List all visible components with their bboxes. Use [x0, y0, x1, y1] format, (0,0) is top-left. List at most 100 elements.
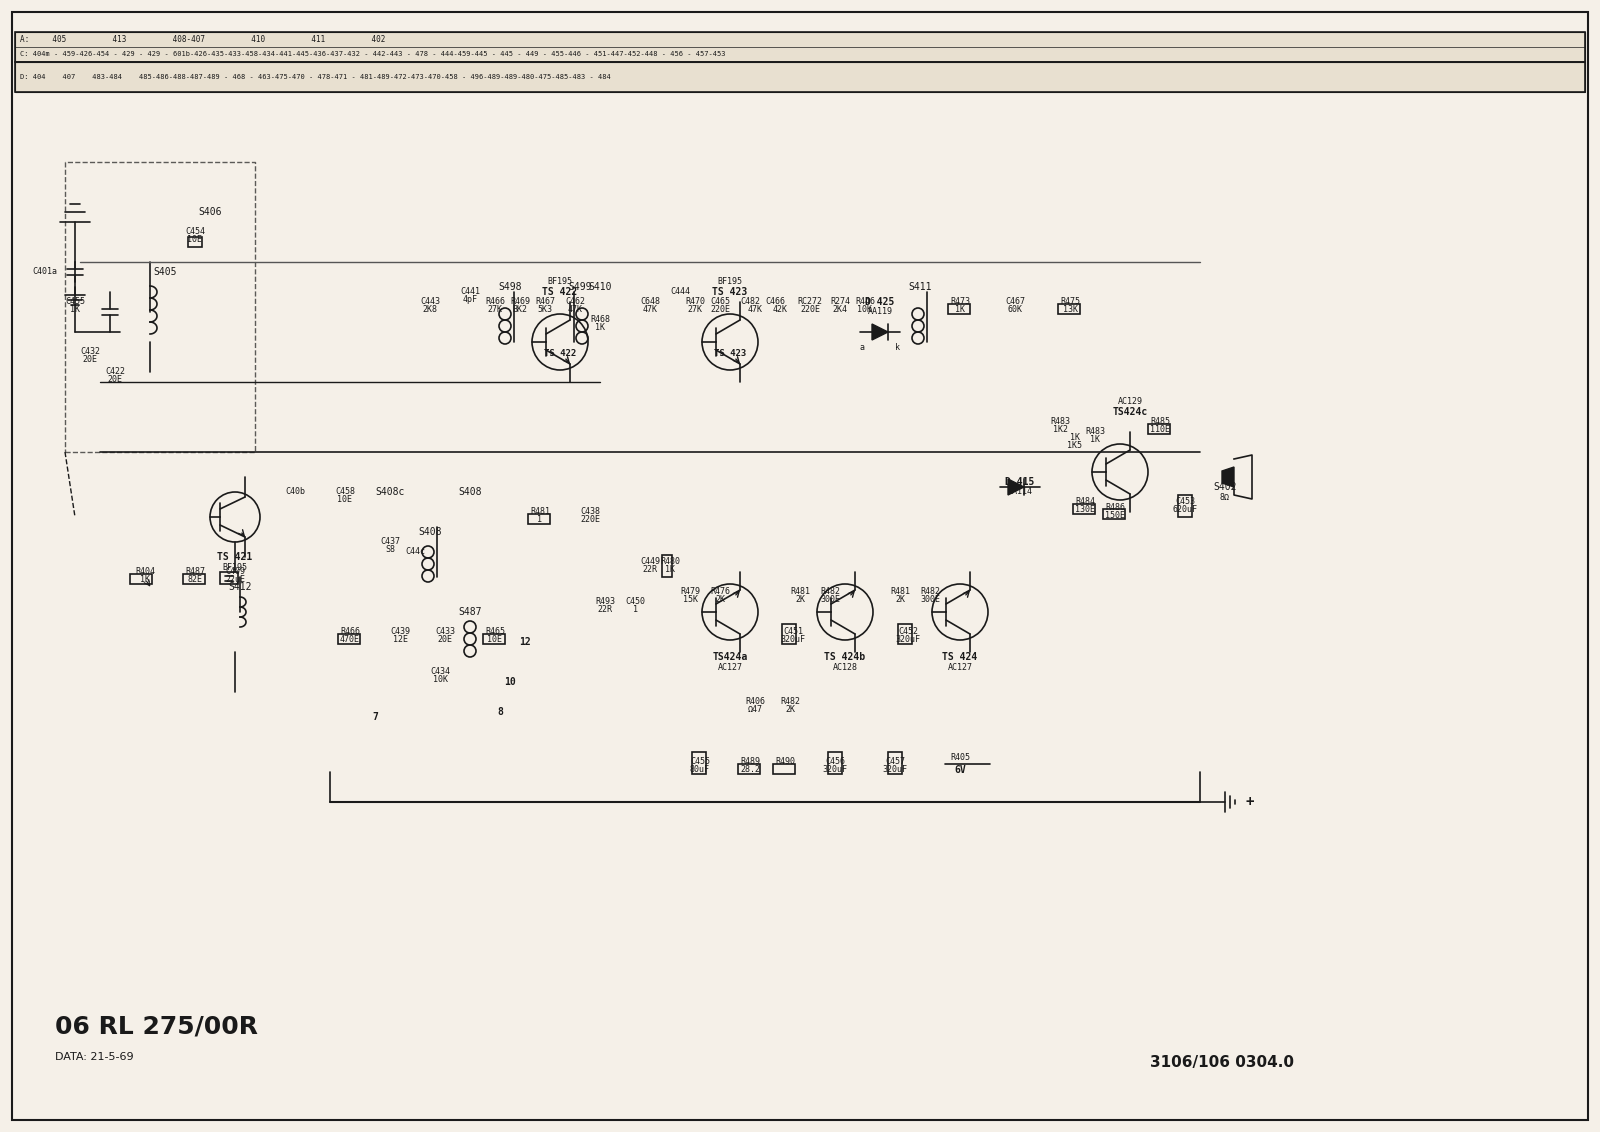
- Bar: [189, 237, 202, 247]
- Text: 42K: 42K: [773, 306, 787, 315]
- Bar: [14, 62, 1586, 92]
- Text: 4pF: 4pF: [462, 295, 477, 305]
- Bar: [14, 32, 1586, 62]
- Text: AC127: AC127: [947, 662, 973, 671]
- Text: R274: R274: [830, 298, 850, 307]
- Text: R479: R479: [680, 588, 701, 597]
- Text: 47K: 47K: [568, 306, 582, 315]
- Text: 27K: 27K: [488, 306, 502, 315]
- Text: S402: S402: [1213, 482, 1237, 492]
- Text: S487: S487: [458, 607, 482, 617]
- Circle shape: [931, 584, 989, 640]
- Text: C: 404m - 459-426-454 - 429 - 429 - 601b-426-435-433-458-434-441-445-436-437-432: C: 404m - 459-426-454 - 429 - 429 - 601b…: [19, 51, 725, 58]
- Circle shape: [702, 584, 758, 640]
- Text: AA119: AA119: [867, 308, 893, 317]
- Text: 6V: 6V: [954, 765, 966, 775]
- Text: k: k: [896, 343, 901, 352]
- Text: 1: 1: [632, 606, 637, 615]
- Text: D 415: D 415: [1005, 477, 1035, 487]
- Bar: [528, 514, 550, 524]
- Circle shape: [210, 492, 259, 542]
- Text: 5K3: 5K3: [538, 306, 552, 315]
- Circle shape: [1091, 444, 1149, 500]
- Text: 620uF: 620uF: [1173, 506, 1197, 515]
- Text: S410: S410: [589, 282, 611, 292]
- Text: S8: S8: [386, 546, 395, 555]
- Bar: [947, 305, 970, 314]
- Text: 320uF: 320uF: [822, 765, 848, 774]
- Polygon shape: [1222, 468, 1234, 487]
- Text: R487: R487: [186, 567, 205, 576]
- Text: 1K: 1K: [70, 306, 80, 315]
- Text: 47K: 47K: [643, 306, 658, 315]
- Text: C453: C453: [1174, 497, 1195, 506]
- Text: BK2: BK2: [512, 306, 528, 315]
- Text: 22uE: 22uE: [226, 575, 245, 584]
- Text: R480: R480: [661, 557, 680, 566]
- Text: 2K: 2K: [894, 595, 906, 604]
- Text: 470E: 470E: [339, 635, 360, 644]
- Text: TS 422: TS 422: [542, 288, 578, 297]
- Text: BF195: BF195: [222, 563, 248, 572]
- Text: TS424a: TS424a: [712, 652, 747, 662]
- Text: 10K: 10K: [858, 306, 872, 315]
- Text: 12: 12: [518, 637, 531, 648]
- Bar: [338, 634, 360, 644]
- Text: C449: C449: [640, 557, 661, 566]
- Text: C40b: C40b: [285, 488, 306, 497]
- Text: 8: 8: [498, 708, 502, 717]
- Bar: [738, 764, 760, 774]
- Bar: [1074, 504, 1094, 514]
- Text: 28.2: 28.2: [739, 765, 760, 774]
- Text: 1K: 1K: [141, 575, 150, 584]
- Text: 20E: 20E: [83, 355, 98, 365]
- Text: BF195: BF195: [547, 277, 573, 286]
- Text: a: a: [859, 343, 864, 352]
- Text: C466: C466: [765, 298, 786, 307]
- Text: 06 RL 275/00R: 06 RL 275/00R: [54, 1015, 258, 1039]
- Text: R470: R470: [685, 298, 706, 307]
- Text: R405: R405: [950, 753, 970, 762]
- Text: TS 421: TS 421: [218, 552, 253, 561]
- Text: 80uF: 80uF: [690, 765, 710, 774]
- Circle shape: [702, 314, 758, 370]
- Text: C455: C455: [690, 757, 710, 766]
- Text: C482: C482: [739, 298, 760, 307]
- Text: 150E: 150E: [1106, 511, 1125, 520]
- Text: R482: R482: [781, 697, 800, 706]
- Text: 60K: 60K: [1008, 306, 1022, 315]
- Text: C441: C441: [461, 288, 480, 297]
- Text: TS 423: TS 423: [712, 288, 747, 297]
- Text: C465: C465: [710, 298, 730, 307]
- Text: 12E: 12E: [392, 635, 408, 644]
- Text: RC272: RC272: [797, 298, 822, 307]
- Text: S412: S412: [229, 582, 251, 592]
- Text: 1K: 1K: [1090, 436, 1101, 445]
- Polygon shape: [1008, 479, 1024, 495]
- Bar: [888, 752, 902, 774]
- Text: R482: R482: [920, 588, 941, 597]
- Text: C457: C457: [885, 757, 906, 766]
- Text: BA114: BA114: [1008, 488, 1032, 497]
- Text: 1K: 1K: [595, 324, 605, 333]
- Text: AC128: AC128: [832, 662, 858, 671]
- Bar: [1102, 509, 1125, 518]
- Text: +: +: [1246, 795, 1254, 809]
- Text: 110E: 110E: [1150, 426, 1170, 435]
- Text: C401a: C401a: [32, 267, 58, 276]
- Text: 10E: 10E: [187, 235, 203, 245]
- Text: C438: C438: [579, 507, 600, 516]
- Text: C467: C467: [1005, 298, 1026, 307]
- Text: 2K: 2K: [715, 595, 725, 604]
- Bar: [829, 752, 842, 774]
- Text: C409: C409: [226, 567, 245, 576]
- Text: R493: R493: [595, 598, 614, 607]
- Text: R469: R469: [510, 298, 530, 307]
- Text: S408c: S408c: [376, 487, 405, 497]
- Bar: [14, 62, 1586, 92]
- Bar: [182, 574, 205, 584]
- Text: S499: S499: [568, 282, 592, 292]
- Text: D: 404    407    483-484    485-486-488-487-489 - 468 - 463-475-470 - 478-471 - : D: 404 407 483-484 485-486-488-487-489 -…: [19, 74, 611, 80]
- Text: 8Ω: 8Ω: [1221, 492, 1230, 501]
- Text: R481: R481: [890, 588, 910, 597]
